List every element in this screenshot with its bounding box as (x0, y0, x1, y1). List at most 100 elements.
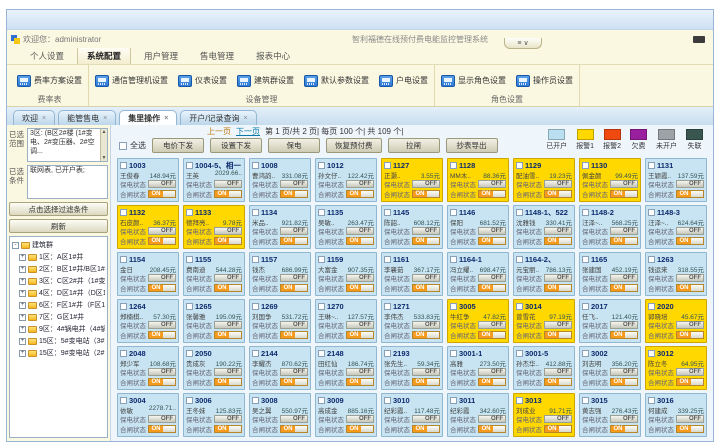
switch-toggle[interactable]: ON (346, 331, 374, 339)
collapse-node-icon[interactable]: - (12, 241, 19, 249)
meter-card[interactable]: 1157 钱杰 686.99元 保电状态 OFF 合闸状态 (249, 252, 311, 296)
power-protect-toggle[interactable]: OFF (214, 368, 242, 376)
meter-card[interactable]: 1128 MM木.. 88.36元 保电状态 OFF 合闸状态 (447, 158, 509, 202)
power-protect-toggle[interactable]: OFF (478, 321, 506, 329)
power-protect-toggle[interactable]: OFF (676, 368, 704, 376)
switch-toggle[interactable]: ON (676, 331, 704, 339)
switch-toggle[interactable]: ON (214, 284, 242, 292)
card-checkbox[interactable] (318, 161, 325, 169)
switch-toggle[interactable]: ON (280, 237, 308, 245)
action-button[interactable]: 拉闸 (387, 138, 440, 154)
menu-item[interactable]: 用户管理 (144, 51, 179, 61)
meter-card[interactable]: 1012 孙文仔.. 122.42元 保电状态 OFF 合闸状态 (315, 158, 377, 202)
meter-card[interactable]: 1263 钱运来 318.55元 保电状态 OFF 合闸状态 (645, 252, 707, 296)
switch-toggle[interactable]: ON (610, 237, 638, 245)
power-protect-toggle[interactable]: OFF (346, 180, 374, 188)
switch-toggle[interactable]: ON (148, 378, 176, 386)
power-protect-toggle[interactable]: OFF (214, 321, 242, 329)
ribbon-button[interactable]: 费率方案设置 (17, 74, 82, 87)
action-button[interactable]: 电价下发 (152, 138, 204, 154)
power-protect-toggle[interactable]: OFF (148, 321, 176, 329)
card-checkbox[interactable] (648, 302, 655, 310)
power-protect-toggle[interactable]: OFF (676, 415, 704, 423)
card-checkbox[interactable] (120, 161, 127, 169)
switch-toggle[interactable]: ON (478, 425, 506, 433)
power-protect-toggle[interactable]: OFF (280, 415, 308, 423)
meter-card[interactable]: 1133 德拜亮.. 9.78元 保电状态 OFF 合闸状态 (183, 205, 245, 249)
menu-item[interactable]: 系统配置 (77, 47, 132, 64)
card-checkbox[interactable] (648, 208, 655, 216)
meter-card[interactable]: 1148-3 汪泽~.. 624.64元 保电状态 OFF 合闸状态 (645, 205, 707, 249)
meter-card[interactable]: 1132 石皮颜.. 36.37元 保电状态 OFF 合闸状态 (117, 205, 179, 249)
ribbon-button[interactable]: 户电设置 (379, 74, 428, 87)
expand-node-icon[interactable]: + (19, 313, 26, 321)
card-checkbox[interactable] (450, 255, 457, 263)
document-tab[interactable]: 集里操作 × (119, 110, 178, 125)
switch-toggle[interactable]: ON (214, 190, 242, 198)
meter-card[interactable]: 2193 张先生.. 59.34元 保电状态 OFF 合闸状态 (381, 346, 443, 390)
meter-card[interactable]: 1270 王琳~.. 127.57元 保电状态 OFF 合闸状态 (315, 299, 377, 343)
prev-page-link[interactable]: 上一页 (207, 126, 231, 136)
meter-card[interactable]: 2050 贵成灰 190.22元 保电状态 OFF 合闸状态 (183, 346, 245, 390)
card-checkbox[interactable] (384, 349, 391, 357)
card-checkbox[interactable] (318, 208, 325, 216)
meter-card[interactable]: 3008 吴之翼 550.97元 保电状态 OFF 合闸状态 (249, 393, 311, 437)
power-protect-toggle[interactable]: OFF (544, 321, 572, 329)
switch-toggle[interactable]: ON (280, 425, 308, 433)
switch-toggle[interactable]: ON (478, 237, 506, 245)
meter-card[interactable]: 1154 金日 208.45元 保电状态 OFF 合闸状态 (117, 252, 179, 296)
action-button[interactable]: 恢复预付费 (326, 138, 382, 154)
power-protect-toggle[interactable]: OFF (610, 368, 638, 376)
switch-toggle[interactable]: ON (412, 237, 440, 245)
card-checkbox[interactable] (186, 302, 193, 310)
switch-toggle[interactable]: ON (610, 284, 638, 292)
tree-node[interactable]: + 9区：4#锅电井（4#锅 (19, 325, 105, 333)
menu-item[interactable]: 售电管理 (200, 51, 235, 61)
tree-node[interactable]: + 15区：5#变电站（3#变 (19, 337, 105, 345)
expand-node-icon[interactable]: + (19, 325, 26, 333)
power-protect-toggle[interactable]: OFF (280, 180, 308, 188)
meter-card[interactable]: 3001-1 高雅 273.50元 保电状态 OFF 合闸状态 (447, 346, 509, 390)
card-checkbox[interactable] (186, 396, 193, 404)
card-checkbox[interactable] (252, 161, 259, 169)
meter-card[interactable]: 1127 正灏.. 3.55元 保电状态 OFF 合闸状态 (381, 158, 443, 202)
card-checkbox[interactable] (384, 161, 391, 169)
card-checkbox[interactable] (384, 255, 391, 263)
meter-card[interactable]: 1155 费南迪 544.28元 保电状态 OFF 合闸状态 (183, 252, 245, 296)
power-protect-toggle[interactable]: OFF (148, 368, 176, 376)
meter-card[interactable]: 3014 曾雪花 97.19元 保电状态 OFF 合闸状态 (513, 299, 575, 343)
meter-card[interactable]: 1134 米品.. 921.82元 保电状态 OFF 合闸状态 (249, 205, 311, 249)
power-protect-toggle[interactable]: OFF (148, 274, 176, 282)
meter-card[interactable]: 1165 张建国 452.19元 保电状态 OFF 合闸状态 (579, 252, 641, 296)
card-checkbox[interactable] (120, 208, 127, 216)
meter-card[interactable]: 1135 吴敏.. 263.47元 保电状态 OFF 合闸状态 (315, 205, 377, 249)
card-checkbox[interactable] (186, 255, 193, 263)
document-tab[interactable]: 欢迎 × (13, 110, 56, 125)
switch-toggle[interactable]: ON (148, 425, 176, 433)
meter-card[interactable]: 2048 郑少军 108.68元 保电状态 OFF 合闸状态 (117, 346, 179, 390)
switch-toggle[interactable]: ON (478, 378, 506, 386)
power-protect-toggle[interactable]: OFF (346, 321, 374, 329)
card-checkbox[interactable] (516, 161, 523, 169)
selected-cond-box[interactable]: 联网表, 已开户表; (27, 165, 108, 199)
power-protect-toggle[interactable]: OFF (676, 321, 704, 329)
power-protect-toggle[interactable]: OFF (544, 180, 572, 188)
expand-node-icon[interactable]: + (19, 337, 26, 345)
meter-card[interactable]: 2020 郭晓培 45.67元 保电状态 OFF 合闸状态 (645, 299, 707, 343)
close-tab-icon[interactable]: × (42, 114, 47, 122)
card-checkbox[interactable] (582, 161, 589, 169)
switch-toggle[interactable]: ON (544, 284, 572, 292)
power-protect-toggle[interactable]: OFF (148, 415, 176, 423)
power-protect-toggle[interactable]: OFF (676, 180, 704, 188)
document-tab[interactable]: 开户/记录查询 × (180, 110, 257, 125)
power-protect-toggle[interactable]: OFF (214, 180, 242, 188)
document-tab[interactable]: 能管售电 × (58, 110, 117, 125)
meter-card[interactable]: 1130 佩金颜 99.49元 保电状态 OFF 合闸状态 (579, 158, 641, 202)
card-checkbox[interactable] (384, 208, 391, 216)
meter-card[interactable]: 3011 纪彩霞 342.60元 保电状态 OFF 合闸状态 (447, 393, 509, 437)
card-checkbox[interactable] (252, 349, 259, 357)
card-checkbox[interactable] (252, 302, 259, 310)
meter-card[interactable]: 3006 王冬妹 125.83元 保电状态 OFF 合闸状态 (183, 393, 245, 437)
power-protect-toggle[interactable]: OFF (148, 227, 176, 235)
action-button[interactable]: 抄表导出 (445, 138, 498, 154)
